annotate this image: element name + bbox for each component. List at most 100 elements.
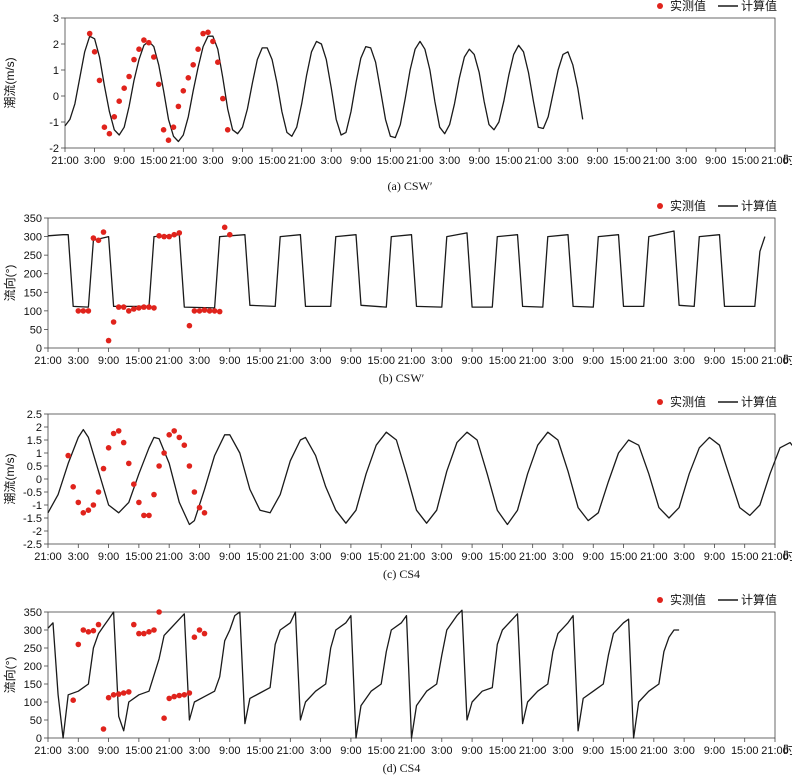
observed-point bbox=[196, 504, 203, 511]
observed-point bbox=[126, 308, 132, 314]
legend-observed-marker bbox=[657, 3, 663, 9]
x-tick-label: 21:00 bbox=[277, 745, 305, 757]
x-tick-label: 3:00 bbox=[189, 551, 210, 563]
observed-point bbox=[200, 30, 206, 37]
y-tick-label: 250 bbox=[24, 643, 42, 655]
x-tick-label: 15:00 bbox=[246, 551, 274, 563]
y-tick-label: -1 bbox=[32, 500, 42, 512]
observed-point bbox=[115, 691, 122, 697]
x-tick-label: 21:00 bbox=[519, 745, 547, 757]
x-tick-label: 3:00 bbox=[189, 745, 210, 757]
observed-point bbox=[151, 54, 157, 60]
x-tick-label: 15:00 bbox=[610, 745, 638, 757]
x-tick-label: 21:00 bbox=[155, 745, 183, 757]
legend-observed-label: 实测值 bbox=[670, 198, 706, 213]
observed-point bbox=[161, 233, 167, 240]
observed-point bbox=[224, 127, 231, 133]
observed-point bbox=[206, 308, 213, 314]
legend: 实测值 计算值 bbox=[657, 198, 777, 213]
observed-point bbox=[155, 81, 162, 88]
x-tick-label: 15:00 bbox=[489, 745, 517, 757]
panel-caption: (d) CS4 bbox=[383, 761, 421, 775]
x-tick-label: 3:00 bbox=[189, 355, 210, 367]
y-tick-label: -2 bbox=[49, 143, 59, 155]
chart-panel-c: -2.5 -2 -1.5 -1 -0.5 0 0.5 1 1.5 2 2.5 21:00 3:00 9:0… bbox=[0, 388, 792, 584]
legend-observed-marker bbox=[657, 597, 663, 603]
y-tick-label: 300 bbox=[24, 625, 42, 637]
x-tick-label: 3:00 bbox=[431, 551, 452, 563]
observed-point bbox=[181, 442, 188, 448]
y-tick-label: 0 bbox=[36, 733, 42, 745]
observed-point bbox=[141, 304, 147, 310]
observed-point bbox=[131, 481, 137, 487]
observed-point bbox=[136, 499, 142, 506]
x-tick-label: 3:00 bbox=[68, 551, 89, 563]
x-tick-label: 21:00 bbox=[277, 355, 305, 367]
observed-point bbox=[95, 621, 102, 628]
y-tick-label: 0 bbox=[53, 91, 59, 103]
observed-point bbox=[156, 609, 162, 615]
observed-point bbox=[120, 439, 127, 446]
y-tick-label: 200 bbox=[24, 269, 42, 281]
x-tick-label: 3:00 bbox=[431, 745, 452, 757]
observed-point bbox=[146, 39, 152, 46]
observed-point bbox=[110, 319, 117, 325]
y-tick-label: 1 bbox=[36, 448, 42, 460]
observed-point bbox=[186, 322, 193, 329]
x-tick-label: 15:00 bbox=[140, 155, 168, 167]
x-tick-label: 15:00 bbox=[495, 155, 523, 167]
legend-computed-label: 计算值 bbox=[741, 394, 777, 409]
observed-point bbox=[160, 127, 167, 133]
x-tick-label: 15:00 bbox=[489, 355, 517, 367]
y-tick-label: 150 bbox=[24, 679, 42, 691]
observed-point bbox=[126, 689, 132, 695]
observed-point bbox=[75, 641, 82, 648]
x-tick-label: 9:00 bbox=[113, 155, 134, 167]
x-tick-label: 15:00 bbox=[377, 155, 405, 167]
y-tick-label: 2 bbox=[53, 39, 59, 51]
x-tick-label: 9:00 bbox=[350, 155, 371, 167]
x-tick-label: 9:00 bbox=[583, 355, 604, 367]
x-tick-label: 21:00 bbox=[761, 155, 789, 167]
observed-point bbox=[110, 692, 117, 698]
x-tick-label: 21:00 bbox=[170, 155, 198, 167]
x-tick-label: 9:00 bbox=[219, 355, 240, 367]
observed-point bbox=[215, 59, 221, 65]
x-tick-label: 15:00 bbox=[246, 745, 274, 757]
y-axis-label: 流向(°) bbox=[2, 657, 17, 694]
chart-c: -2.5-2-1.5-1-0.500.511.522.5 21:00 3:00 9:0… bbox=[2, 394, 792, 581]
observed-point bbox=[115, 304, 122, 310]
observed-point bbox=[220, 95, 226, 102]
observed-point bbox=[90, 502, 97, 508]
observed-point bbox=[156, 463, 162, 469]
legend-observed-label: 实测值 bbox=[670, 592, 706, 607]
y-tick-label: 50 bbox=[30, 715, 42, 727]
observed-point bbox=[115, 428, 122, 434]
x-tick-label: 9:00 bbox=[583, 551, 604, 563]
x-tick-label: 3:00 bbox=[673, 551, 694, 563]
observed-point bbox=[186, 690, 193, 696]
observed-point bbox=[85, 507, 92, 513]
observed-point bbox=[85, 629, 92, 635]
observed-point bbox=[176, 434, 183, 441]
x-tick-label: 3:00 bbox=[310, 745, 331, 757]
observed-point bbox=[136, 46, 142, 52]
x-tick-label: 9:00 bbox=[461, 355, 482, 367]
observed-point bbox=[136, 630, 142, 637]
x-tick-label: 9:00 bbox=[98, 355, 119, 367]
x-tick-label: 21:00 bbox=[406, 155, 434, 167]
observed-point bbox=[211, 308, 218, 314]
x-tick-label: 3:00 bbox=[676, 155, 697, 167]
x-tick-label: 21:00 bbox=[643, 155, 671, 167]
y-tick-label: -1 bbox=[49, 117, 59, 129]
observed-point bbox=[70, 484, 76, 490]
observed-point bbox=[190, 62, 196, 68]
x-tick-label: 3:00 bbox=[202, 155, 223, 167]
y-tick-label: 0 bbox=[36, 474, 42, 486]
computed-series-line bbox=[47, 428, 792, 526]
x-tick-label: 21:00 bbox=[761, 355, 789, 367]
x-tick-label: 15:00 bbox=[367, 355, 395, 367]
x-tick-label: 15:00 bbox=[731, 745, 759, 757]
x-tick-label: 15:00 bbox=[367, 551, 395, 563]
x-tick-label: 21:00 bbox=[761, 745, 789, 757]
